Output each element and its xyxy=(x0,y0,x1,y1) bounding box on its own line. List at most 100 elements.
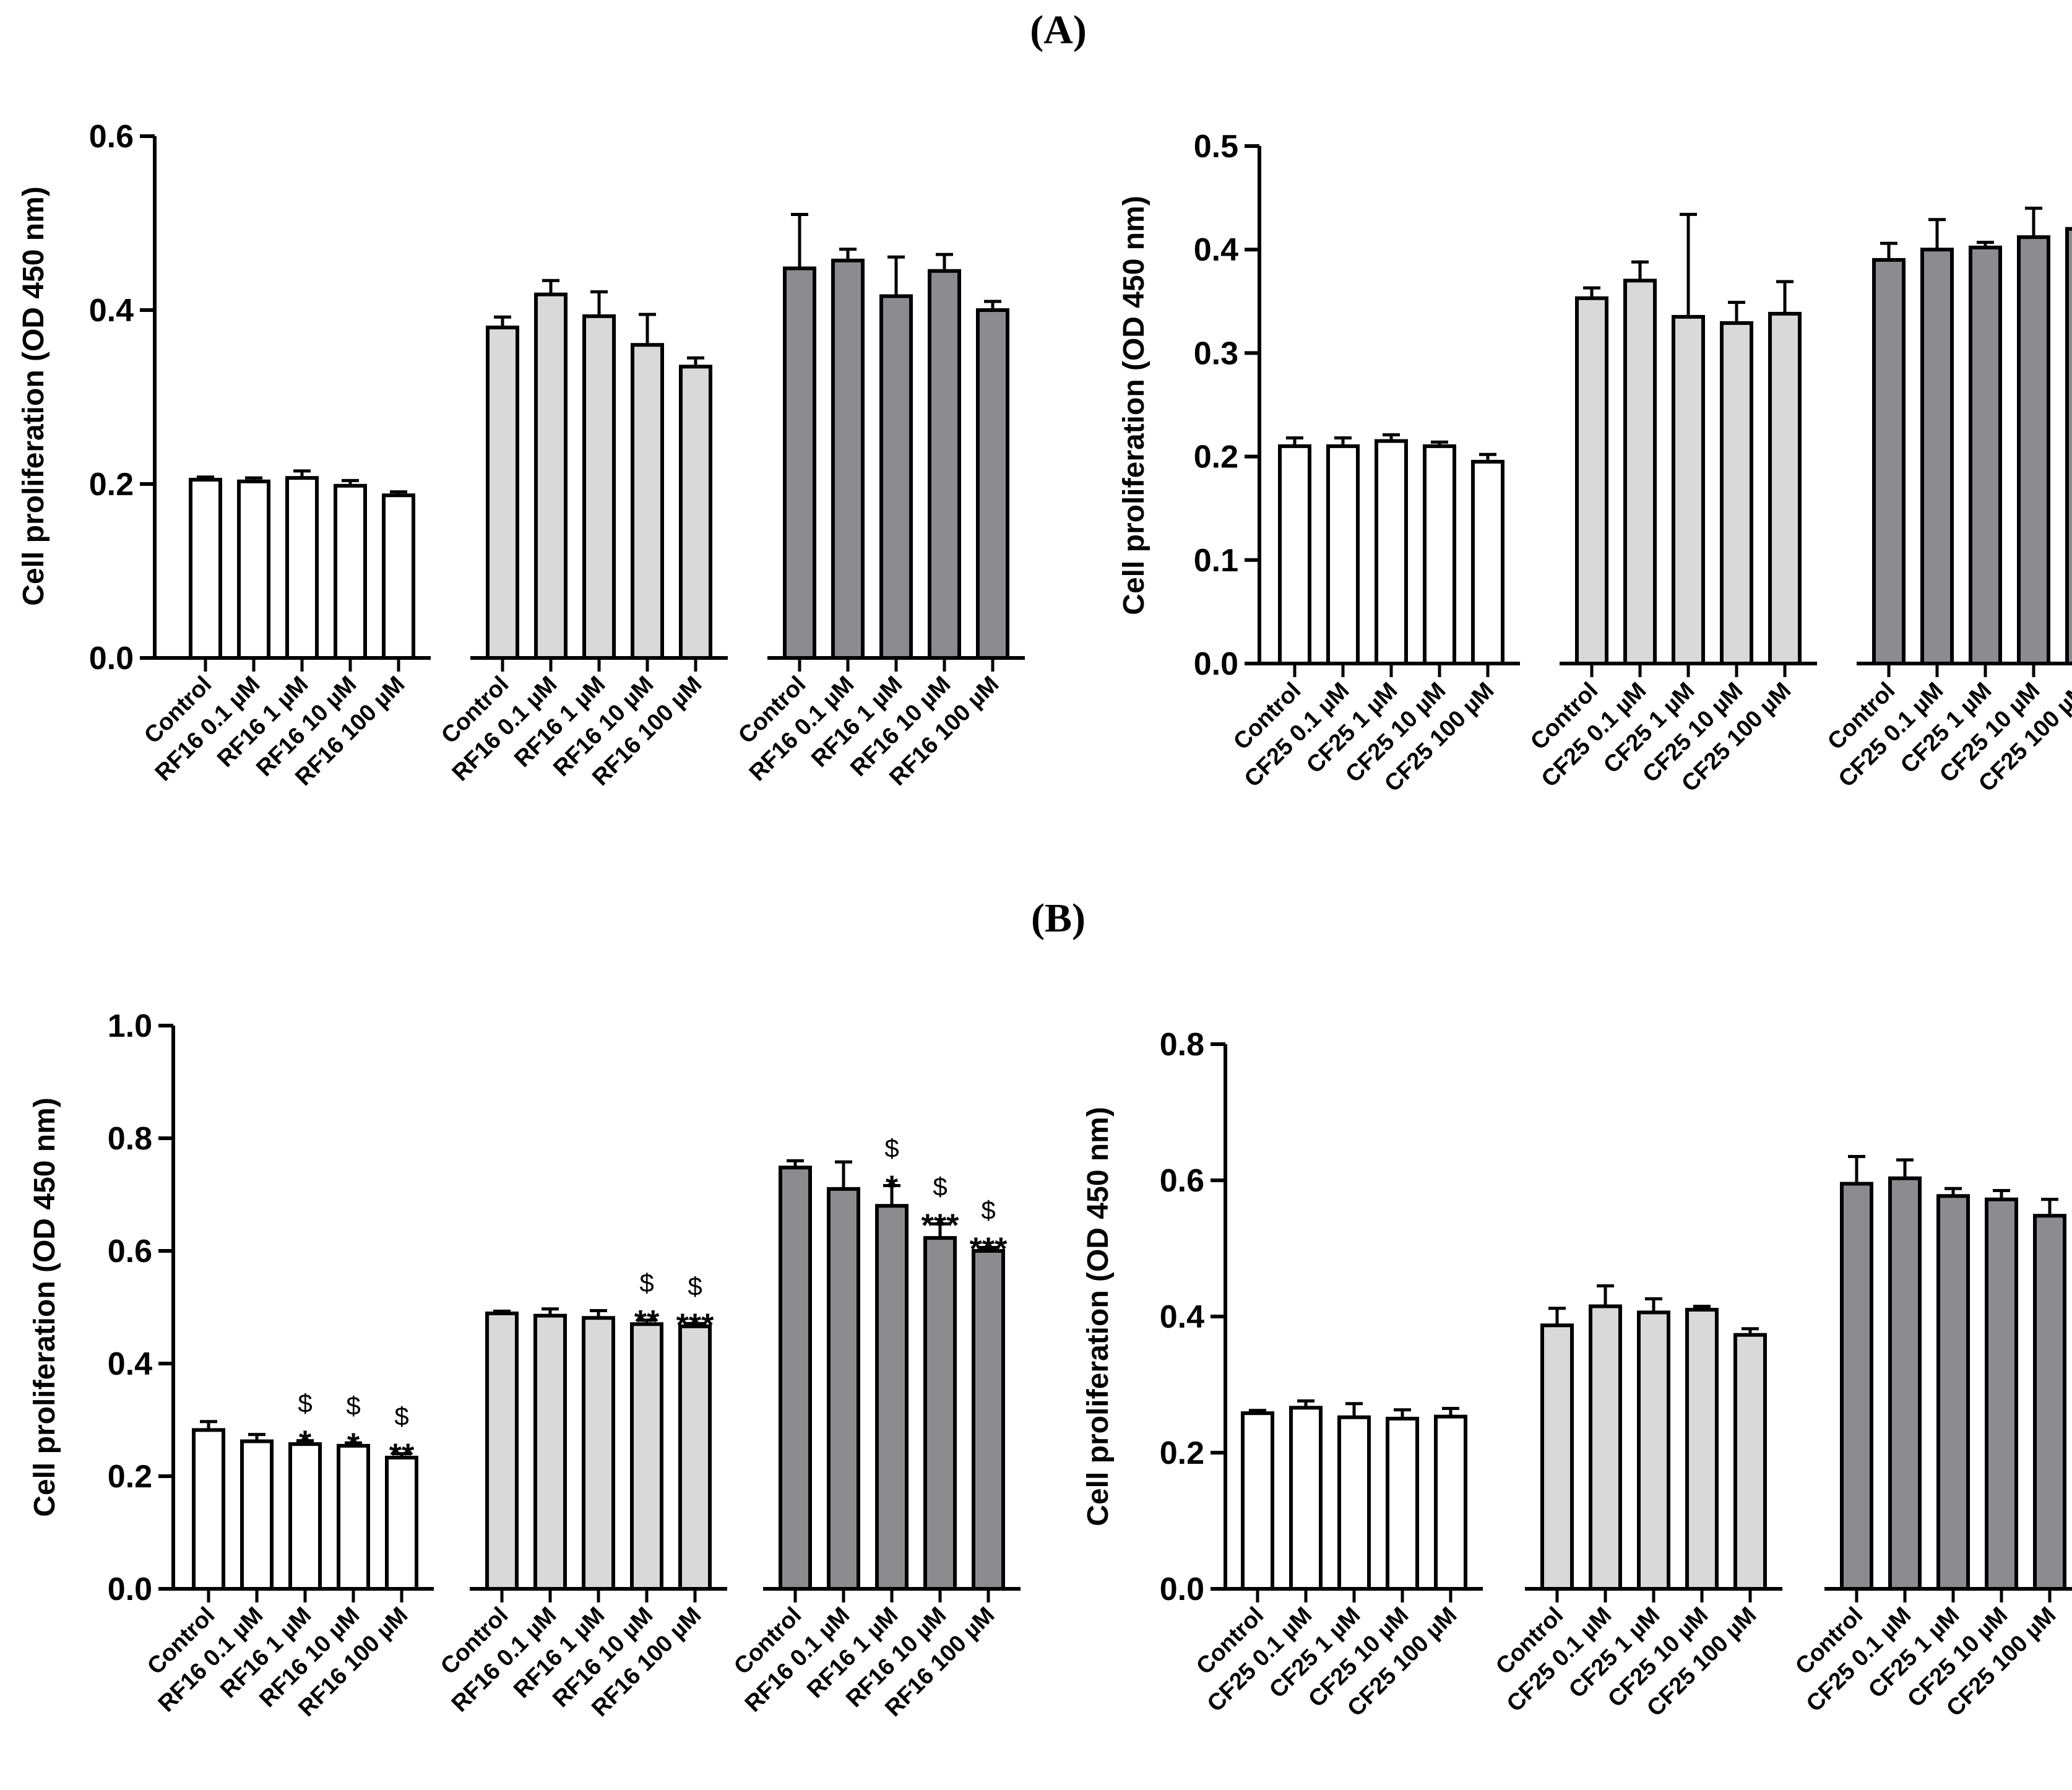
bar xyxy=(192,1428,225,1591)
bar xyxy=(1768,311,1802,665)
bar xyxy=(1872,257,1906,666)
bar xyxy=(2033,1214,2066,1591)
y-tick-label: 0.0 xyxy=(89,641,134,677)
y-axis-title: Cell proliferation (OD 450 nm) xyxy=(1082,1107,1115,1526)
bar xyxy=(582,314,616,660)
bar xyxy=(1337,1415,1371,1591)
bar xyxy=(1623,279,1657,665)
significance-dollar: $ xyxy=(981,1196,995,1225)
y-tick-label: 0.8 xyxy=(108,1121,152,1157)
significance-dollar: $ xyxy=(688,1271,702,1300)
bar xyxy=(923,1236,957,1591)
significance-stars: * xyxy=(886,1169,899,1205)
bar xyxy=(1672,314,1705,665)
bar xyxy=(630,1322,663,1591)
bar xyxy=(285,476,319,660)
bar xyxy=(1326,444,1360,665)
y-tick-label: 0.4 xyxy=(1194,232,1238,268)
chart-a-cf25: 0.0 0.1 0.2 0.3 0.4 0.5 Cell proliferation (OD… xyxy=(1118,129,2072,797)
chart-b-rf16: 0.0 0.2 0.4 0.6 0.8 1.0 Cell proliferation (OD… xyxy=(28,1008,1021,1722)
y-tick-label: 0.0 xyxy=(1194,646,1238,682)
significance-dollar: $ xyxy=(884,1133,899,1162)
significance-dollar: $ xyxy=(933,1172,947,1201)
y-tick-label: 1.0 xyxy=(108,1008,152,1044)
bar xyxy=(1589,1304,1622,1591)
bar xyxy=(1278,444,1311,665)
significance-dollar: $ xyxy=(639,1268,654,1297)
bar xyxy=(1375,439,1408,666)
bar xyxy=(385,1455,418,1591)
significance-dollar: $ xyxy=(298,1389,312,1418)
bar xyxy=(1920,248,1954,665)
y-tick-label: 0.6 xyxy=(108,1234,152,1269)
bar xyxy=(1888,1176,1922,1591)
bar xyxy=(1423,444,1456,665)
y-tick-label: 0.6 xyxy=(89,119,134,155)
significance-stars: ** xyxy=(389,1438,415,1474)
bar xyxy=(1575,296,1608,665)
bar xyxy=(1720,321,1753,665)
y-tick-label: 0.2 xyxy=(1160,1435,1204,1471)
panel-label-a: (A) xyxy=(1030,7,1087,53)
bar xyxy=(533,1313,567,1591)
bar xyxy=(534,292,568,660)
y-tick-label: 0.2 xyxy=(89,467,134,503)
y-axis-title: Cell proliferation (OD 450 nm) xyxy=(1118,196,1150,615)
y-tick-label: 0.2 xyxy=(108,1459,152,1495)
bar xyxy=(1936,1194,1970,1591)
significance-stars: *** xyxy=(970,1232,1008,1268)
bar xyxy=(631,343,664,660)
y-axis-title: Cell proliferation (OD 450 nm) xyxy=(28,1097,61,1516)
bar xyxy=(582,1316,615,1591)
bar xyxy=(288,1442,322,1591)
y-axis-title: Cell proliferation (OD 450 nm) xyxy=(17,186,50,605)
y-tick-label: 0.2 xyxy=(1194,439,1238,475)
bar xyxy=(382,493,415,660)
bar xyxy=(827,1187,860,1591)
bar xyxy=(334,483,367,660)
bar xyxy=(1434,1414,1467,1591)
bar xyxy=(972,1249,1005,1591)
bar xyxy=(976,308,1009,660)
bar xyxy=(1840,1182,1873,1591)
significance-dollar: $ xyxy=(394,1402,408,1431)
significance-stars: ** xyxy=(634,1304,660,1340)
bar xyxy=(485,1312,519,1591)
bar xyxy=(1540,1323,1574,1591)
y-tick-label: 0.4 xyxy=(1160,1299,1204,1335)
y-tick-label: 0.5 xyxy=(1194,129,1238,165)
y-tick-label: 0.1 xyxy=(1194,543,1238,579)
bar xyxy=(678,1324,712,1591)
bar xyxy=(779,1165,812,1591)
bar xyxy=(875,1204,909,1591)
y-tick-label: 0.0 xyxy=(1160,1572,1204,1607)
y-tick-label: 0.0 xyxy=(108,1572,152,1607)
y-tick-label: 0.3 xyxy=(1194,335,1238,371)
significance-dollar: $ xyxy=(346,1391,360,1420)
significance-stars: *** xyxy=(676,1307,714,1343)
bar xyxy=(237,479,270,660)
bar xyxy=(1241,1411,1274,1591)
bar xyxy=(2017,235,2050,665)
bar xyxy=(1969,245,2002,665)
bar xyxy=(1386,1417,1419,1591)
bar xyxy=(1985,1197,2018,1591)
chart-b-cf25: 0.0 0.2 0.4 0.6 0.8 Cell proliferation (OD 45… xyxy=(1082,1027,2072,1722)
significance-stars: * xyxy=(347,1427,360,1463)
y-tick-label: 0.6 xyxy=(1160,1163,1204,1199)
y-tick-label: 0.4 xyxy=(89,293,134,329)
chart-a-rf16: 0.0 0.2 0.4 0.6 Cell proliferation (OD 450 n… xyxy=(17,119,1025,791)
bar xyxy=(486,326,519,660)
bar xyxy=(783,266,816,660)
significance-stars: * xyxy=(299,1425,312,1461)
bar xyxy=(189,477,222,660)
bar xyxy=(831,258,865,660)
bar xyxy=(1733,1333,1767,1591)
bar xyxy=(679,365,712,660)
bar xyxy=(240,1439,274,1591)
y-tick-label: 0.4 xyxy=(108,1346,152,1382)
bar xyxy=(337,1443,370,1591)
significance-stars: *** xyxy=(922,1208,959,1243)
bar xyxy=(1685,1308,1719,1591)
